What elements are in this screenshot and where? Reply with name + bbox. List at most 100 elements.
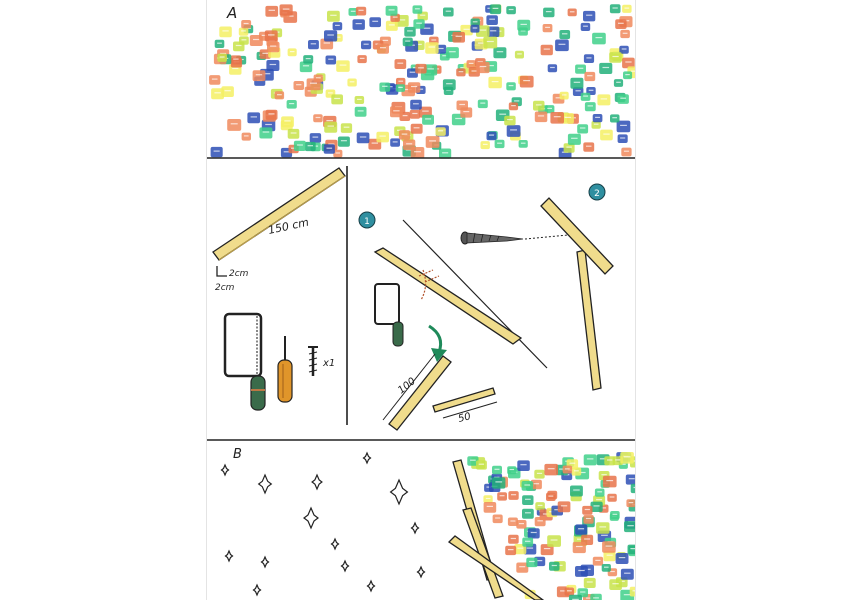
stamped-cube: [439, 148, 452, 159]
stamped-cube: [592, 114, 603, 123]
assembled-frame: [540, 197, 614, 391]
stamped-cube: [592, 556, 604, 566]
stamped-cube: [597, 94, 611, 106]
assembly-diagram: A 150 cm 2cm 2cm x1 1: [207, 4, 635, 600]
stamped-cube: [467, 456, 479, 466]
stamped-cube: [561, 113, 574, 124]
stamped-cube: [534, 111, 548, 123]
section-b-label: B: [233, 447, 242, 462]
stamped-cube: [505, 545, 517, 556]
stamped-cube: [590, 501, 603, 512]
cut-piece-50: [432, 387, 498, 419]
stamped-cube: [492, 465, 502, 475]
stamped-cube: [622, 57, 635, 69]
drawing-sheet: A 150 cm 2cm 2cm x1 1: [207, 0, 635, 600]
stamped-cube: [477, 99, 488, 109]
stamped-cube: [526, 557, 538, 568]
stamped-cube: [535, 502, 545, 511]
stamped-cube: [617, 134, 628, 143]
stamped-cube: [230, 55, 242, 65]
screwdriver-icon: [277, 336, 293, 403]
stamped-cube: [530, 479, 542, 490]
stamped-cube: [239, 36, 249, 45]
sparkle-icon: [389, 478, 409, 506]
stamped-cube: [390, 13, 400, 22]
cross-section-height: 2cm: [215, 283, 235, 293]
stamped-cube: [336, 60, 350, 72]
stamped-cube: [514, 50, 524, 59]
stamped-cube: [303, 55, 314, 64]
stamped-cube: [599, 62, 613, 74]
stamped-cube: [492, 514, 503, 524]
stamped-cube: [452, 31, 465, 43]
stamped-cube: [352, 19, 365, 30]
stamped-cube: [522, 508, 534, 519]
stamped-cube: [443, 7, 454, 17]
screw-icon: [308, 346, 318, 376]
stamped-cube: [480, 141, 490, 150]
stamped-cube: [396, 84, 406, 92]
stamped-cube: [567, 133, 581, 145]
stamped-cube: [209, 75, 221, 85]
sparkle-icon: [260, 555, 270, 569]
stamped-cube: [357, 55, 367, 64]
stamped-cube: [604, 456, 616, 466]
step-2-number: 2: [594, 189, 600, 199]
sparkle-icon: [257, 473, 273, 495]
stamped-cube: [601, 564, 611, 572]
stamped-cube: [508, 102, 519, 111]
stamped-cube: [466, 60, 476, 69]
stamped-cube: [547, 535, 561, 547]
stamped-cube: [487, 26, 500, 37]
stamped-cube: [514, 544, 527, 555]
stamped-cube: [507, 466, 517, 475]
stamped-cube: [559, 30, 571, 40]
long-screw-icon: [460, 231, 524, 245]
stamped-cube: [613, 79, 624, 87]
stamped-cube: [518, 140, 528, 148]
stamped-cube: [259, 127, 273, 139]
stamped-cube: [293, 81, 305, 90]
stamped-cube: [299, 61, 313, 73]
stamped-cube: [609, 4, 621, 14]
stamped-cube: [521, 481, 533, 491]
stamped-cube: [534, 469, 545, 479]
stamped-cube: [308, 40, 319, 50]
stamped-cube: [219, 26, 232, 38]
stamped-cube: [313, 114, 323, 123]
stamped-cube: [398, 130, 411, 140]
down-arrow-icon: [428, 324, 447, 362]
stamped-cube: [486, 131, 497, 141]
stamped-cube: [265, 109, 278, 120]
stamped-cube: [494, 139, 505, 149]
stamped-cube: [620, 452, 634, 464]
stamped-cube: [577, 124, 589, 134]
stamped-cube: [456, 68, 466, 77]
stamped-cube: [424, 64, 438, 76]
stamped-cube: [619, 45, 629, 54]
stamped-cube: [324, 30, 338, 42]
stamped-cube: [580, 92, 591, 101]
stamped-cube: [507, 517, 518, 526]
stamped-cube: [620, 29, 630, 39]
stamped-cube: [293, 140, 306, 151]
stamped-cube: [546, 492, 556, 501]
stamped-cube: [622, 4, 632, 13]
panel-b-frame: [447, 459, 545, 600]
cut-mark: [418, 269, 440, 301]
stamped-cube: [369, 17, 381, 28]
stamped-cube: [493, 47, 507, 59]
stamped-cube: [624, 521, 635, 533]
stamped-cube: [583, 54, 595, 63]
cut-piece-50-label: 50: [457, 411, 472, 425]
stamped-cube: [409, 109, 421, 119]
stamped-cube: [323, 144, 335, 154]
stamped-cube: [385, 20, 398, 31]
stamped-cube: [483, 36, 498, 49]
stamped-cube: [570, 77, 584, 89]
stamped-cube: [540, 44, 553, 56]
stamped-cube: [570, 485, 583, 497]
screw-count-label: x1: [322, 358, 335, 369]
stamped-cube: [413, 19, 425, 29]
cross-section-icon: [216, 266, 227, 277]
